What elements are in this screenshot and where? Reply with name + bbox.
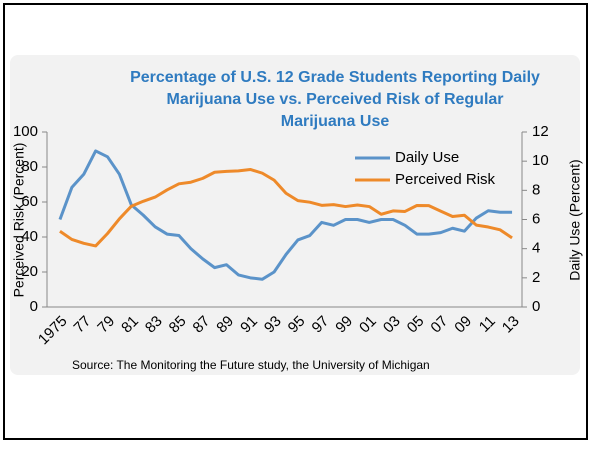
y-axis-label: Perceived Risk (Percent) [11, 143, 27, 298]
chart-title: Marijuana Use [281, 113, 390, 130]
legend-label: Perceived Risk [395, 171, 496, 188]
source: Source: The Monitoring the Future study,… [72, 358, 430, 372]
y2-tick-label: 4 [532, 240, 540, 257]
y-tick-label: 20 [21, 263, 38, 280]
y2-tick-label: 2 [532, 269, 540, 286]
series-line [59, 167, 513, 248]
series-line [58, 149, 513, 281]
panel [10, 55, 580, 375]
chart-title: Percentage of U.S. 12 Grade Students Rep… [130, 69, 540, 86]
y2-tick-label: 6 [532, 210, 540, 227]
chart-title: Marijuana Use vs. Perceived Risk of Regu… [166, 91, 503, 108]
y-tick-label: 80 [21, 158, 38, 175]
y-tick-label: 100 [13, 123, 38, 140]
y-tick-label: 40 [21, 228, 38, 245]
y-tick-label: 60 [21, 193, 38, 210]
legend-label: Daily Use [395, 149, 459, 166]
y2-tick-label: 0 [532, 298, 540, 315]
y2-tick-label: 12 [532, 123, 549, 140]
y2-axis-label: Daily Use (Percent) [567, 159, 583, 280]
y2-tick-label: 10 [532, 152, 549, 169]
y-tick-label: 0 [30, 298, 38, 315]
y2-tick-label: 8 [532, 181, 540, 198]
